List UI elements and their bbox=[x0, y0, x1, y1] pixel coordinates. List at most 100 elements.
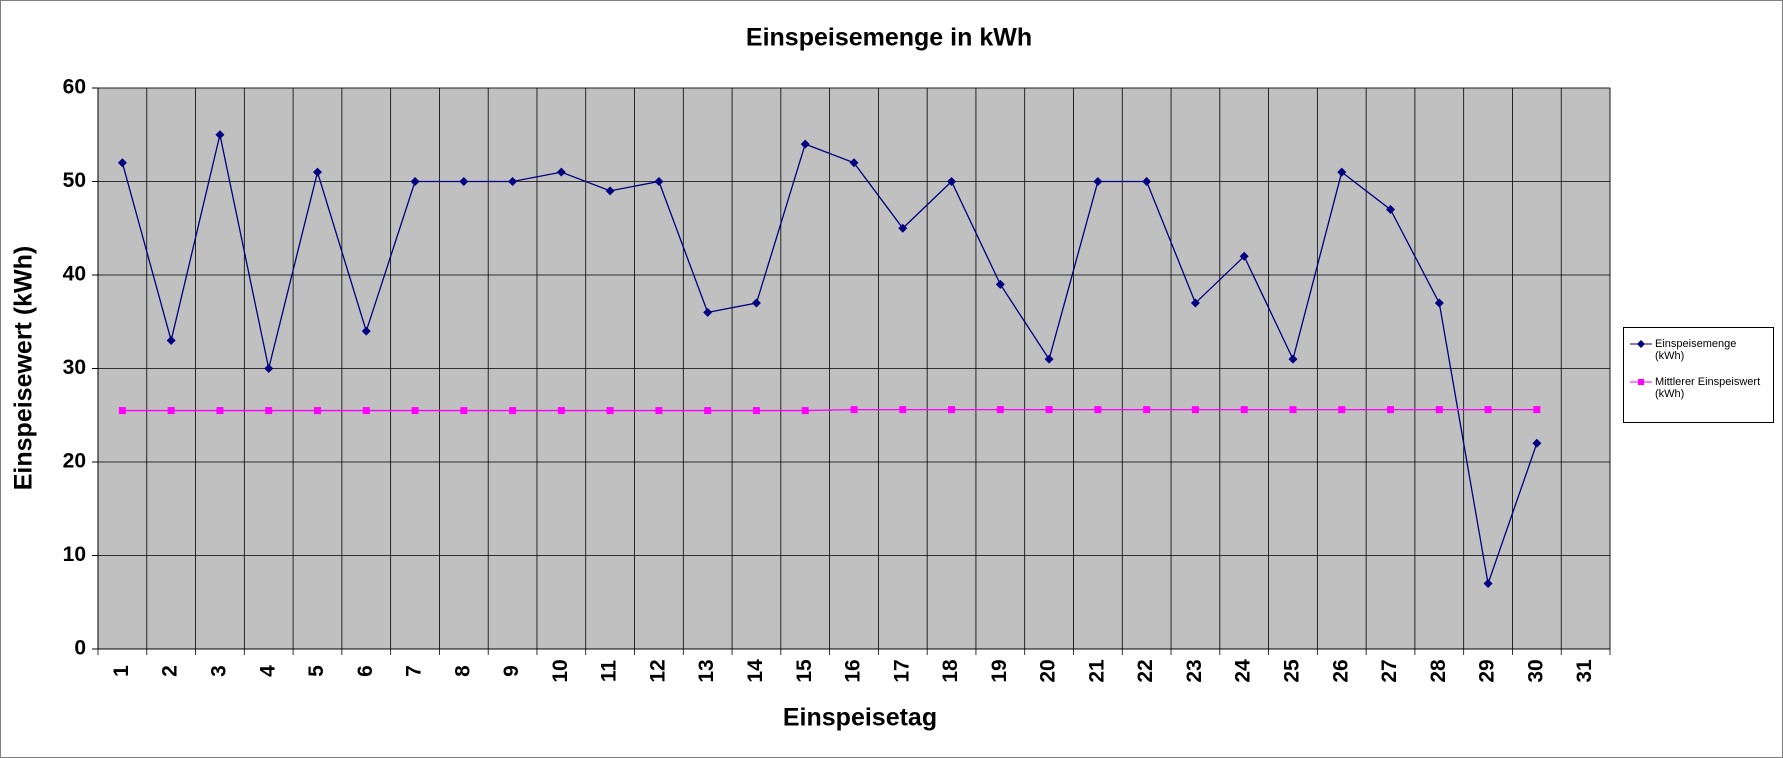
point bbox=[898, 223, 908, 233]
point bbox=[850, 406, 858, 414]
point bbox=[362, 407, 370, 415]
point bbox=[752, 407, 760, 415]
x-tick-label: 14 bbox=[744, 659, 767, 683]
point bbox=[1239, 251, 1249, 261]
x-tick-label: 27 bbox=[1378, 659, 1401, 682]
legend-label: Mittlerer Einspeiswert (kWh) bbox=[1655, 376, 1761, 400]
point bbox=[265, 407, 273, 415]
point bbox=[215, 130, 225, 140]
point bbox=[167, 407, 175, 415]
point bbox=[264, 364, 274, 373]
legend-item: Mittlerer Einspeiswert (kWh) bbox=[1630, 376, 1767, 400]
x-tick-label: 17 bbox=[890, 659, 913, 682]
x-tick-label: 21 bbox=[1085, 659, 1108, 683]
legend: Einspeisemenge (kWh) Mittlerer Einspeiswe… bbox=[1623, 327, 1774, 423]
x-tick-label: 18 bbox=[939, 659, 962, 683]
x-axis-label: Einspeisetag bbox=[783, 704, 937, 732]
point bbox=[605, 186, 615, 196]
point bbox=[899, 406, 907, 414]
point bbox=[118, 407, 126, 415]
point bbox=[606, 407, 614, 415]
point bbox=[849, 158, 859, 168]
x-tick-label: 30 bbox=[1524, 659, 1547, 682]
x-tick-label: 25 bbox=[1281, 659, 1304, 683]
point bbox=[509, 407, 517, 415]
point bbox=[313, 407, 321, 415]
point bbox=[948, 406, 956, 414]
y-tick-label: 60 bbox=[63, 76, 86, 99]
point bbox=[800, 139, 810, 149]
y-tick-label: 20 bbox=[63, 450, 86, 473]
point bbox=[1532, 438, 1542, 448]
series-line bbox=[121, 134, 1538, 587]
point bbox=[460, 407, 468, 415]
point bbox=[801, 407, 809, 415]
point bbox=[1483, 579, 1493, 589]
chart-title: Einspeisemenge in kWh bbox=[746, 24, 1032, 52]
point bbox=[1533, 406, 1541, 414]
point bbox=[166, 335, 176, 345]
point bbox=[1093, 177, 1103, 186]
point bbox=[1044, 354, 1054, 364]
point bbox=[459, 177, 469, 186]
point bbox=[312, 167, 322, 177]
point bbox=[751, 298, 761, 308]
x-tick-label: 4 bbox=[256, 665, 279, 677]
x-tick-label: 7 bbox=[403, 665, 426, 677]
x-tick-label: 5 bbox=[305, 665, 328, 677]
x-tick-label: 15 bbox=[793, 659, 816, 683]
y-tick-label: 10 bbox=[63, 543, 86, 566]
x-tick-label: 22 bbox=[1134, 659, 1157, 682]
point bbox=[1045, 406, 1053, 414]
x-tick-label: 10 bbox=[549, 659, 572, 682]
point bbox=[655, 407, 663, 415]
x-tick-label: 9 bbox=[500, 665, 523, 677]
x-tick-label: 6 bbox=[354, 665, 377, 677]
point bbox=[1386, 205, 1396, 215]
x-tick-label: 8 bbox=[451, 665, 474, 677]
point bbox=[508, 177, 518, 186]
point bbox=[117, 158, 127, 168]
point bbox=[1387, 406, 1395, 414]
point bbox=[1143, 406, 1151, 414]
point bbox=[1338, 406, 1346, 414]
point bbox=[1094, 406, 1102, 414]
x-tick-label: 16 bbox=[842, 659, 865, 682]
point bbox=[1190, 298, 1200, 308]
legend-item: Einspeisemenge (kWh) bbox=[1630, 338, 1767, 362]
point bbox=[1240, 406, 1248, 414]
point bbox=[1435, 406, 1443, 414]
y-tick-label: 50 bbox=[63, 169, 86, 192]
legend-label: Einspeisemenge (kWh) bbox=[1655, 338, 1737, 362]
legend-swatch bbox=[1630, 340, 1652, 348]
x-tick-label: 2 bbox=[159, 665, 182, 677]
point bbox=[1289, 406, 1297, 414]
point bbox=[654, 177, 664, 186]
y-tick-label: 0 bbox=[74, 637, 86, 660]
x-tick-label: 31 bbox=[1573, 659, 1596, 683]
point bbox=[947, 177, 957, 186]
x-tick-label: 12 bbox=[646, 659, 669, 682]
point bbox=[557, 407, 565, 415]
point bbox=[556, 167, 566, 177]
point bbox=[1484, 406, 1492, 414]
point bbox=[361, 326, 371, 336]
y-axis-label: Einspeisewert (kWh) bbox=[10, 246, 38, 491]
x-tick-label: 24 bbox=[1232, 659, 1255, 683]
point bbox=[411, 407, 419, 415]
point bbox=[704, 407, 712, 415]
x-tick-label: 19 bbox=[988, 659, 1011, 682]
point bbox=[216, 407, 224, 415]
point bbox=[1434, 298, 1444, 308]
x-tick-label: 3 bbox=[207, 665, 230, 677]
point bbox=[1142, 177, 1152, 186]
y-tick-label: 40 bbox=[63, 263, 86, 286]
x-tick-label: 29 bbox=[1476, 659, 1499, 682]
legend-swatch bbox=[1630, 379, 1652, 385]
point bbox=[1191, 406, 1199, 414]
series-line bbox=[122, 408, 1537, 412]
point bbox=[410, 177, 420, 186]
x-tick-label: 28 bbox=[1427, 659, 1450, 683]
